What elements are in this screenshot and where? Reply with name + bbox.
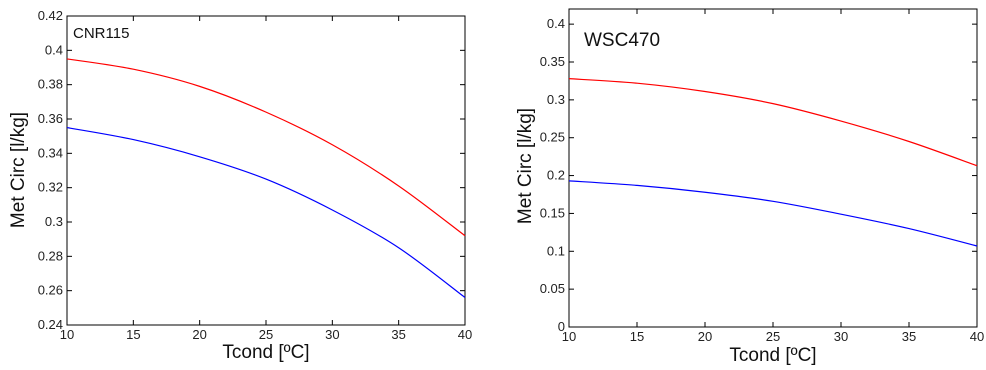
x-tick-label: 20 [698,329,712,344]
ticks: 10 15 20 25 30 35 40 0 0.05 0.1 0.15 0.2 0.25 0.3 0.35… [540,9,984,344]
series-line-red [66,58,466,237]
y-tick-label: 0.26 [38,283,63,298]
series-line-red [568,78,978,167]
x-axis-label: Tcond [ºC] [729,345,816,366]
x-tick-label: 10 [60,327,74,342]
x-tick-label: 10 [562,329,576,344]
y-tick-label: 0.15 [540,205,565,220]
x-tick-label: 25 [766,329,780,344]
x-tick-label: 40 [458,327,472,342]
x-axis-label: Tcond [ºC] [222,342,309,363]
x-tick-label: 25 [259,327,273,342]
ticks: 10 15 20 25 30 35 40 0.24 0.26 0.28 0.3 0.32 0.34 0.3… [38,8,473,342]
plot-area [568,8,978,328]
plot-area [66,15,466,326]
chart-cnr115: 10 15 20 25 30 35 40 0.24 0.26 0.28 0.3 0.32 0.34 0.3… [8,8,472,363]
x-tick-label: 15 [630,329,644,344]
y-tick-label: 0.32 [38,180,63,195]
y-tick-label: 0.25 [540,130,565,145]
x-tick-label: 30 [325,327,339,342]
y-tick-label: 0.24 [38,317,63,332]
y-tick-label: 0.3 [547,92,565,107]
y-tick-label: 0.4 [547,16,565,31]
y-tick-label: 0.28 [38,248,63,263]
chart-annotation: CNR115 [73,25,129,42]
y-tick-label: 0.1 [547,243,565,258]
y-tick-label: 0.42 [38,8,63,23]
y-tick-label: 0.4 [45,42,63,57]
y-axis-label: Met Circ [l/kg] [8,112,29,228]
series-line-blue [568,180,978,247]
chart-annotation: WSC470 [584,30,660,51]
series-group [66,58,466,299]
y-tick-label: 0.05 [540,281,565,296]
x-tick-label: 40 [970,329,984,344]
y-tick-label: 0 [558,319,565,334]
x-tick-label: 30 [834,329,848,344]
x-tick-label: 15 [126,327,140,342]
y-tick-label: 0.2 [547,168,565,183]
series-line-blue [66,126,466,299]
y-axis-label: Met Circ [l/kg] [515,108,536,224]
series-group [568,78,978,247]
y-tick-label: 0.35 [540,54,565,69]
y-tick-label: 0.38 [38,77,63,92]
y-tick-label: 0.36 [38,111,63,126]
chart-wsc470: 10 15 20 25 30 35 40 0 0.05 0.1 0.15 0.2 0.25 0.3 0.35… [515,8,984,366]
y-tick-label: 0.34 [38,145,63,160]
y-tick-label: 0.3 [45,214,63,229]
x-tick-label: 20 [192,327,206,342]
x-tick-label: 35 [902,329,916,344]
x-tick-label: 35 [391,327,405,342]
